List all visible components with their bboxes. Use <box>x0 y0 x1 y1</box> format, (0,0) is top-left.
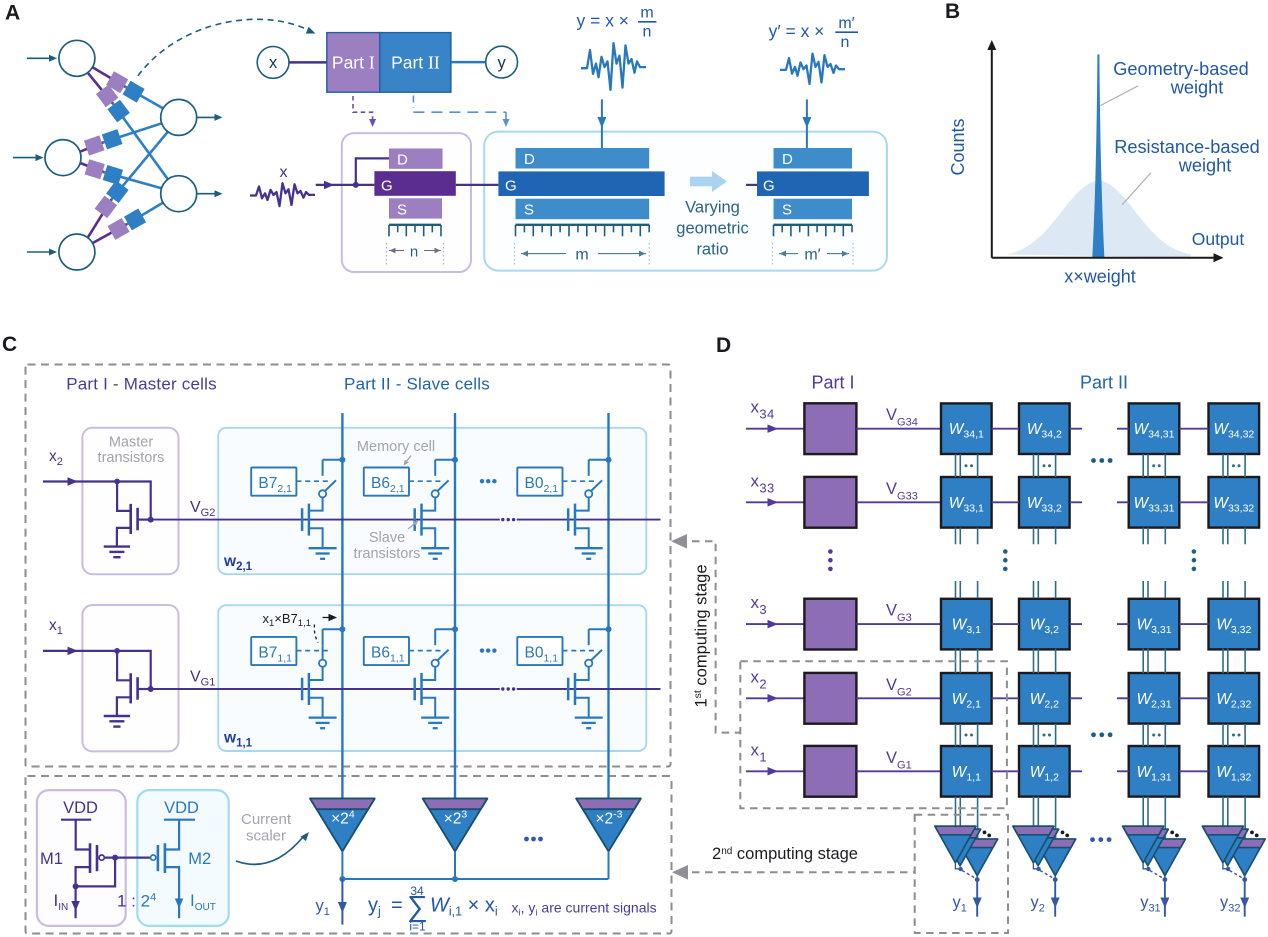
svg-text:i=1: i=1 <box>409 920 426 934</box>
svg-text:Part II - Slave cells: Part II - Slave cells <box>344 375 490 394</box>
svg-text:D: D <box>782 151 793 168</box>
svg-text:W33,32: W33,32 <box>1213 495 1254 515</box>
svg-text:D: D <box>397 152 408 169</box>
svg-text:1st computing stage: 1st computing stage <box>692 564 711 707</box>
svg-text:G: G <box>381 178 393 195</box>
svg-text:Varying: Varying <box>685 199 740 217</box>
svg-text:W3,31: W3,31 <box>1136 617 1171 637</box>
svg-text:W2,31: W2,31 <box>1136 691 1171 711</box>
svg-text:m′: m′ <box>838 15 854 32</box>
svg-text:scaler: scaler <box>246 828 286 845</box>
svg-text:Counts: Counts <box>948 118 968 175</box>
svg-text:m′: m′ <box>804 247 820 264</box>
svg-text:x: x <box>280 164 288 181</box>
svg-text:n: n <box>410 244 418 261</box>
svg-text:W3,1: W3,1 <box>952 617 981 637</box>
svg-text:Part II: Part II <box>391 53 440 73</box>
svg-text:xi, yi are current signals: xi, yi are current signals <box>512 900 657 919</box>
svg-text:W34,31: W34,31 <box>1134 421 1175 441</box>
svg-text:weight: weight <box>1178 156 1232 176</box>
svg-text:1 : 24: 1 : 24 <box>117 892 156 911</box>
svg-text:Slave: Slave <box>369 530 405 546</box>
svg-text:W1,1: W1,1 <box>952 764 981 784</box>
svg-text:Part I: Part I <box>811 373 854 393</box>
svg-text:W33,1: W33,1 <box>949 495 984 515</box>
svg-text:W1,2: W1,2 <box>1030 764 1059 784</box>
svg-text:W33,2: W33,2 <box>1027 495 1062 515</box>
svg-text:G: G <box>763 178 775 195</box>
svg-text:m: m <box>575 247 588 264</box>
svg-text:transistors: transistors <box>354 546 421 562</box>
svg-text:x: x <box>269 54 278 72</box>
svg-text:W2,32: W2,32 <box>1216 691 1251 711</box>
svg-text:transistors: transistors <box>98 450 165 466</box>
svg-text:S: S <box>782 202 792 219</box>
svg-text:Resistance-based: Resistance-based <box>1114 137 1260 157</box>
svg-text:Current: Current <box>241 811 292 828</box>
svg-text:2nd computing stage: 2nd computing stage <box>712 845 858 863</box>
svg-text:geometric: geometric <box>676 220 748 238</box>
svg-text:=: = <box>391 895 403 917</box>
svg-text:W34,32: W34,32 <box>1213 421 1254 441</box>
svg-text:Output: Output <box>1192 229 1245 249</box>
svg-text:y = x ×: y = x × <box>577 11 630 31</box>
svg-text:W2,1: W2,1 <box>952 691 981 711</box>
svg-text:A: A <box>5 2 20 25</box>
svg-text:S: S <box>397 201 407 218</box>
svg-text:B: B <box>945 0 960 23</box>
svg-text:D: D <box>716 334 731 357</box>
svg-text:Part II: Part II <box>1080 373 1128 393</box>
svg-text:ratio: ratio <box>696 241 728 259</box>
svg-text:∑: ∑ <box>407 891 428 923</box>
svg-text:W34,1: W34,1 <box>949 421 984 441</box>
svg-text:Geometry-based: Geometry-based <box>1113 59 1248 79</box>
svg-text:G: G <box>505 178 517 195</box>
svg-text:y: y <box>497 54 506 72</box>
svg-text:W3,2: W3,2 <box>1030 617 1059 637</box>
svg-text:C: C <box>2 333 17 356</box>
svg-text:W2,2: W2,2 <box>1030 691 1059 711</box>
svg-text:weight: weight <box>1170 78 1224 98</box>
svg-text:y′ = x ×: y′ = x × <box>769 21 825 41</box>
svg-text:W33,31: W33,31 <box>1134 495 1175 515</box>
svg-text:yj: yj <box>368 895 381 919</box>
svg-text:n: n <box>841 34 850 51</box>
svg-text:M1: M1 <box>40 850 63 868</box>
svg-text:x×weight: x×weight <box>1064 267 1136 287</box>
svg-text:Wi,1 × xi: Wi,1 × xi <box>430 895 498 919</box>
svg-text:Master: Master <box>109 435 153 451</box>
svg-text:VDD: VDD <box>164 799 199 817</box>
svg-text:Part I: Part I <box>332 53 375 73</box>
svg-text:Memory cell: Memory cell <box>357 439 435 455</box>
svg-text:W34,2: W34,2 <box>1027 421 1062 441</box>
svg-text:M2: M2 <box>188 850 211 868</box>
svg-text:W1,31: W1,31 <box>1136 764 1171 784</box>
svg-text:W1,32: W1,32 <box>1216 764 1251 784</box>
svg-text:W3,32: W3,32 <box>1216 617 1251 637</box>
svg-text:D: D <box>524 151 535 168</box>
svg-text:VDD: VDD <box>63 799 98 817</box>
svg-text:m: m <box>640 5 653 22</box>
svg-text:Part I - Master cells: Part I - Master cells <box>66 375 217 394</box>
svg-text:34: 34 <box>410 884 424 898</box>
svg-text:n: n <box>643 24 652 41</box>
svg-text:S: S <box>524 202 534 219</box>
